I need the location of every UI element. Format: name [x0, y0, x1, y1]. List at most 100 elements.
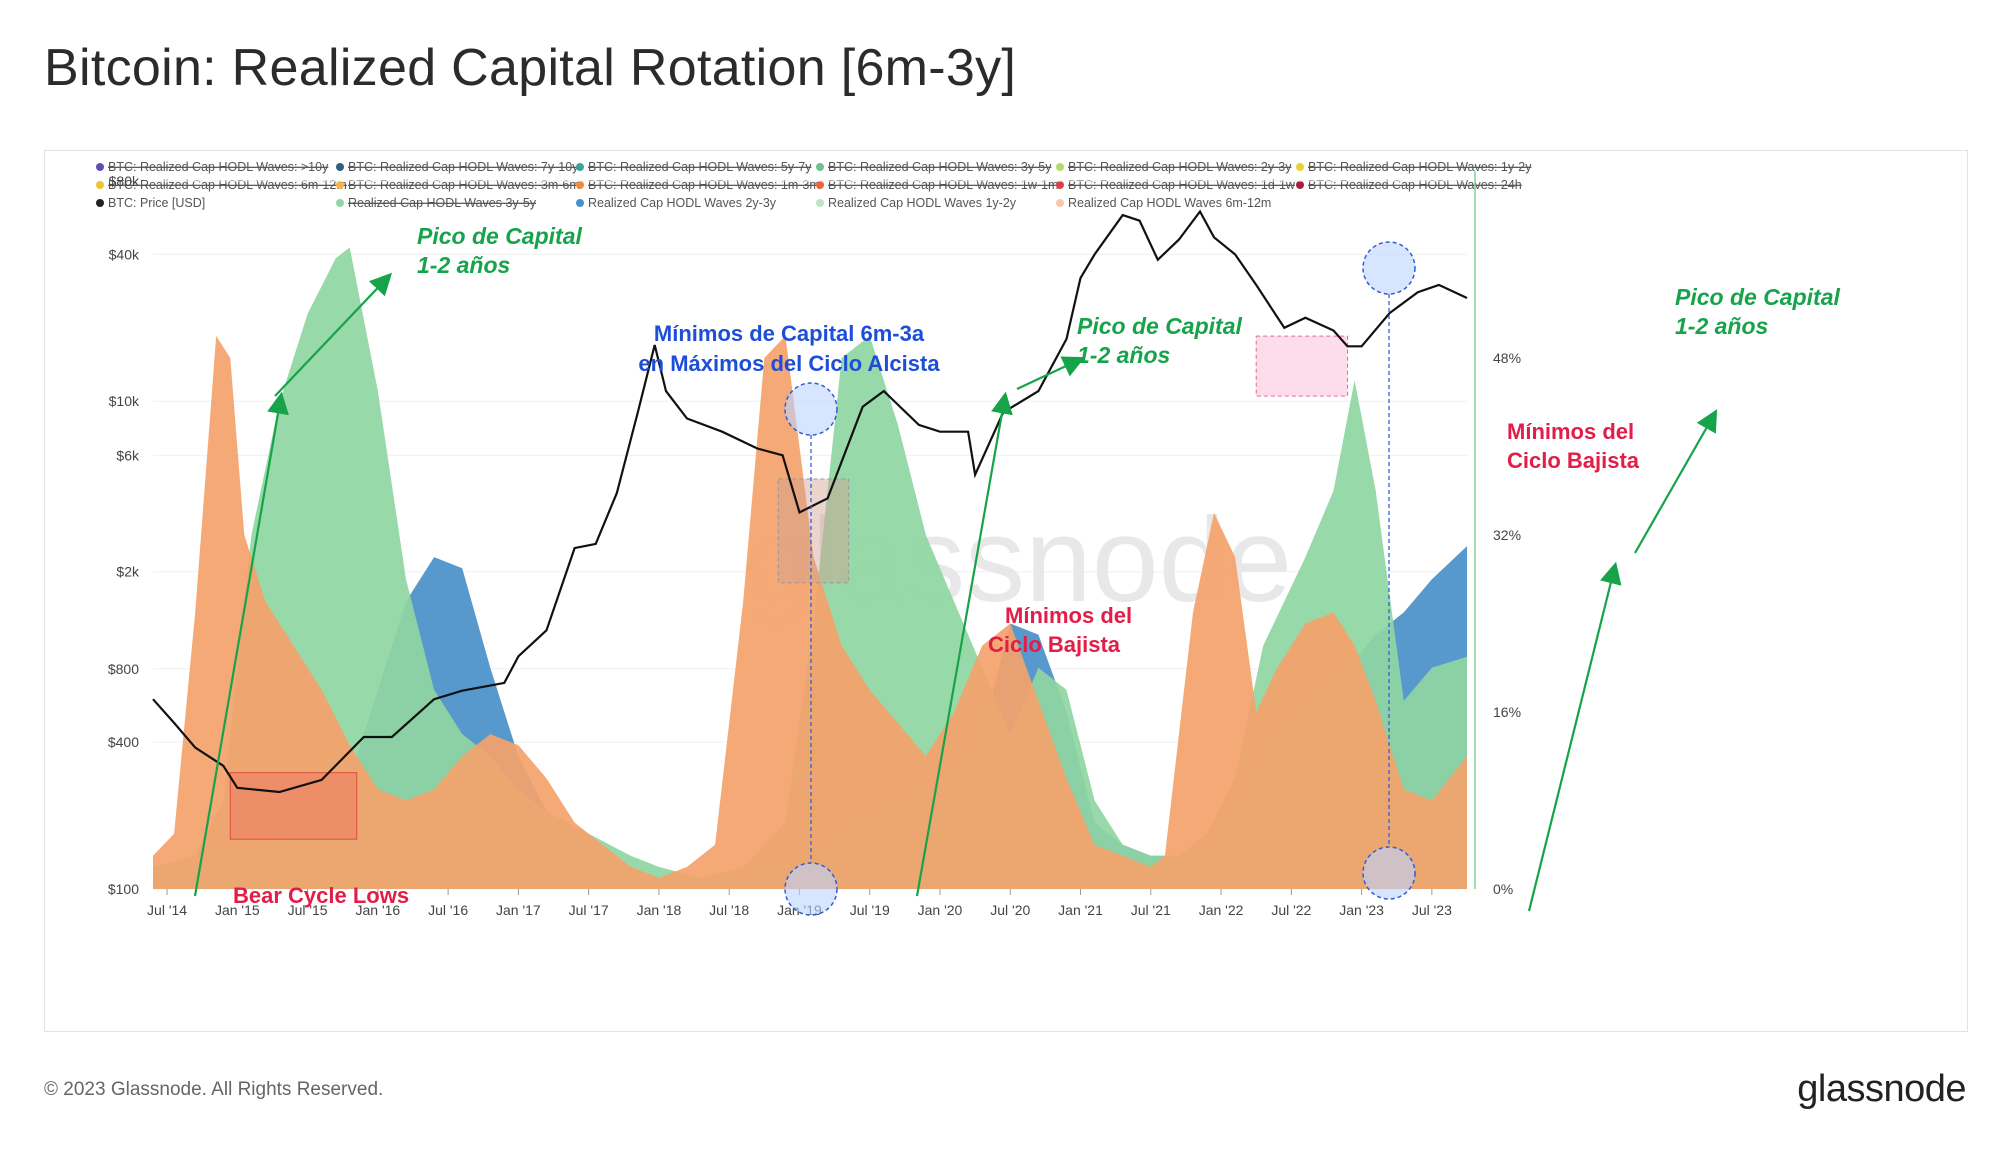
legend-item: BTC: Realized Cap HODL Waves: 1y-2y [1296, 160, 1532, 174]
x-tick-label: Jul '21 [1131, 902, 1171, 918]
x-tick-label: Jan '18 [637, 902, 682, 918]
x-tick-label: Jul '23 [1412, 902, 1452, 918]
x-tick-label: Jul '15 [288, 902, 328, 918]
x-tick-label: Jan '15 [215, 902, 260, 918]
annotation-bear-line1: Mínimos del [1507, 419, 1634, 444]
y-left-tick-label: $6k [116, 447, 140, 463]
y-left-tick-label: $400 [108, 734, 139, 750]
x-tick-label: Jan '22 [1199, 902, 1244, 918]
legend-label: BTC: Realized Cap HODL Waves: 2y-3y [1068, 160, 1292, 174]
legend-item: BTC: Realized Cap HODL Waves: 1m-3m [576, 178, 820, 192]
brand-logo: glassnode [1797, 1068, 1966, 1110]
legend-item: BTC: Realized Cap HODL Waves: 5y-7y [576, 160, 812, 174]
chart-frame: BTC: Realized Cap HODL Waves: >10y BTC: R… [44, 150, 1968, 1032]
y-left-tick-label: $800 [108, 661, 139, 677]
annotation-peak-title: Pico de Capital [1675, 284, 1840, 310]
annotation-peak-title: Pico de Capital [417, 223, 582, 249]
hodl-wave-areas [153, 247, 1467, 889]
legend-label: BTC: Realized Cap HODL Waves: 5y-7y [588, 160, 812, 174]
legend-label: BTC: Realized Cap HODL Waves: 1w-1m [828, 178, 1058, 192]
legend-marker [96, 181, 104, 189]
legend-item: BTC: Realized Cap HODL Waves: 2y-3y [1056, 160, 1292, 174]
legend-item: BTC: Realized Cap HODL Waves: 1w-1m [816, 178, 1058, 192]
realized-cap-hodl-waves-6m-12m-area [153, 335, 1467, 889]
legend-marker [336, 163, 344, 171]
highlight-circle [1362, 241, 1416, 295]
highlight-box [1255, 335, 1349, 397]
annotation-overlays [229, 335, 1349, 840]
legend-marker [816, 199, 824, 207]
legend-marker [96, 199, 104, 207]
legend-item: Realized Cap HODL Waves 6m-12m [1056, 196, 1271, 210]
legend-label: BTC: Realized Cap HODL Waves: 3m-6m [348, 178, 580, 192]
highlight-circle [784, 382, 838, 436]
legend-label: BTC: Price [USD] [108, 196, 205, 210]
highlight-circle [1362, 846, 1416, 900]
x-tick-label: Jul '19 [850, 902, 890, 918]
legend-item: BTC: Realized Cap HODL Waves: 3y-5y [816, 160, 1052, 174]
legend-marker [1056, 181, 1064, 189]
annotations: Pico de Capital 1-2 años Pico de Capital 1-… [193, 223, 1840, 916]
legend-label: BTC: Realized Cap HODL Waves: 3y-5y [828, 160, 1052, 174]
legend-item: Realized Cap HODL Waves 2y-3y [576, 196, 777, 210]
y-right-tick-label: 16% [1493, 704, 1521, 720]
page-title: Bitcoin: Realized Capital Rotation [6m-3… [44, 39, 1017, 97]
legend: BTC: Realized Cap HODL Waves: >10y BTC: R… [96, 160, 1532, 210]
highlight-box [777, 478, 850, 584]
trend-arrow [193, 391, 289, 897]
x-tick-label: Jan '16 [355, 902, 400, 918]
highlight-box [229, 772, 358, 840]
y-left-tick-label: $10k [109, 393, 140, 409]
legend-label: Realized Cap HODL Waves 6m-12m [1068, 196, 1271, 210]
trend-arrow [915, 391, 1013, 897]
legend-marker [576, 163, 584, 171]
legend-label: BTC: Realized Cap HODL Waves: 1y-2y [1308, 160, 1532, 174]
x-tick-label: Jul '22 [1271, 902, 1311, 918]
x-tick-label: Jul '20 [990, 902, 1030, 918]
x-tick-label: Jul '14 [147, 902, 187, 918]
annotation-bear-line2: Ciclo Bajista [988, 632, 1121, 657]
legend-label: BTC: Realized Cap HODL Waves: >10y [108, 160, 329, 174]
x-tick-label: Jan '20 [918, 902, 963, 918]
annotation-bull-line2: en Máximos del Ciclo Alcista [638, 351, 940, 376]
legend-marker [816, 163, 824, 171]
trend-arrow [1527, 561, 1622, 912]
y-left-tick-label: $2k [116, 564, 140, 580]
legend-item: BTC: Realized Cap HODL Waves: 7y-10y [336, 160, 579, 174]
legend-marker [1296, 181, 1304, 189]
legend-label: BTC: Realized Cap HODL Waves: 7y-10y [348, 160, 579, 174]
annotation-peak-title: Pico de Capital [1077, 313, 1242, 339]
legend-marker [576, 199, 584, 207]
y-right-tick-label: 32% [1493, 527, 1521, 543]
legend-label: Realized Cap HODL Waves 1y-2y [828, 196, 1017, 210]
axes: Jul '14 Jan '15 Jul '15 Jan '16 Jul '16 Jan '… [108, 171, 1521, 918]
trend-arrow [1634, 409, 1718, 554]
legend-label: BTC: Realized Cap HODL Waves: 1m-3m [588, 178, 820, 192]
legend-item: BTC: Realized Cap HODL Waves: 1d-1w [1056, 178, 1296, 192]
price-line-group [152, 209, 1468, 794]
x-tick-label: Jul '17 [569, 902, 609, 918]
legend-item: BTC: Realized Cap HODL Waves: 24h [1296, 178, 1522, 192]
legend-marker [816, 181, 824, 189]
legend-label: Realized Cap HODL Waves 3y-5y [348, 196, 537, 210]
annotation-bear-line1: Mínimos del [1005, 603, 1132, 628]
annotation-peak-sub: 1-2 años [1675, 313, 1768, 339]
legend-marker [576, 181, 584, 189]
legend-item: BTC: Realized Cap HODL Waves: >10y [96, 160, 329, 174]
chart: BTC: Realized Cap HODL Waves: >10y BTC: R… [96, 160, 1840, 918]
price-line [152, 209, 1468, 794]
legend-marker [1056, 163, 1064, 171]
x-tick-label: Jul '18 [709, 902, 749, 918]
x-tick-label: Jan '23 [1339, 902, 1384, 918]
trend-arrow [1016, 356, 1085, 390]
x-tick-label: Jul '16 [428, 902, 468, 918]
legend-marker [336, 199, 344, 207]
legend-label: Realized Cap HODL Waves 2y-3y [588, 196, 777, 210]
annotation-peak-sub: 1-2 años [1077, 342, 1170, 368]
annotation-peak-sub: 1-2 años [417, 252, 510, 278]
legend-marker [1056, 199, 1064, 207]
legend-item: Realized Cap HODL Waves 3y-5y [336, 196, 537, 210]
legend-marker [336, 181, 344, 189]
annotation-bull-line1: Mínimos de Capital 6m-3a [654, 321, 925, 346]
x-tick-label: Jan '21 [1058, 902, 1103, 918]
